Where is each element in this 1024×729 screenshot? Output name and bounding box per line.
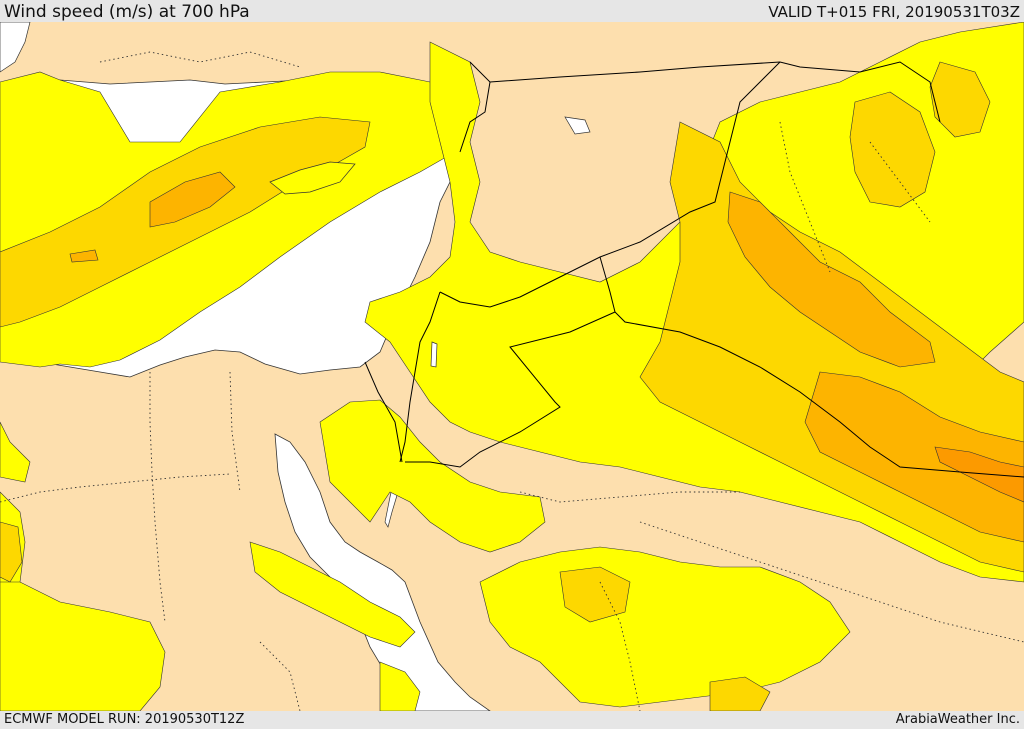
- valid-time: VALID T+015 FRI, 20190531T03Z: [768, 3, 1020, 21]
- model-run: ECMWF MODEL RUN: 20190530T12Z: [4, 712, 245, 727]
- lake-fragment: [564, 116, 591, 135]
- dead-sea: [430, 341, 438, 368]
- wind-band-highest: [934, 446, 1024, 503]
- red-sea: [274, 433, 491, 711]
- footer-bar: [0, 711, 1024, 729]
- wind-band-high: [69, 171, 1024, 543]
- internal-borders: [0, 51, 1024, 711]
- wind-speed-map[interactable]: [0, 22, 1024, 711]
- aegean-fragment: [0, 22, 31, 73]
- credit-label: ArabiaWeather Inc.: [895, 712, 1020, 727]
- header-bar: [0, 0, 1024, 22]
- country-borders: [364, 61, 1024, 478]
- cyprus-island: [269, 161, 356, 195]
- map-title: Wind speed (m/s) at 700 hPa: [4, 2, 250, 22]
